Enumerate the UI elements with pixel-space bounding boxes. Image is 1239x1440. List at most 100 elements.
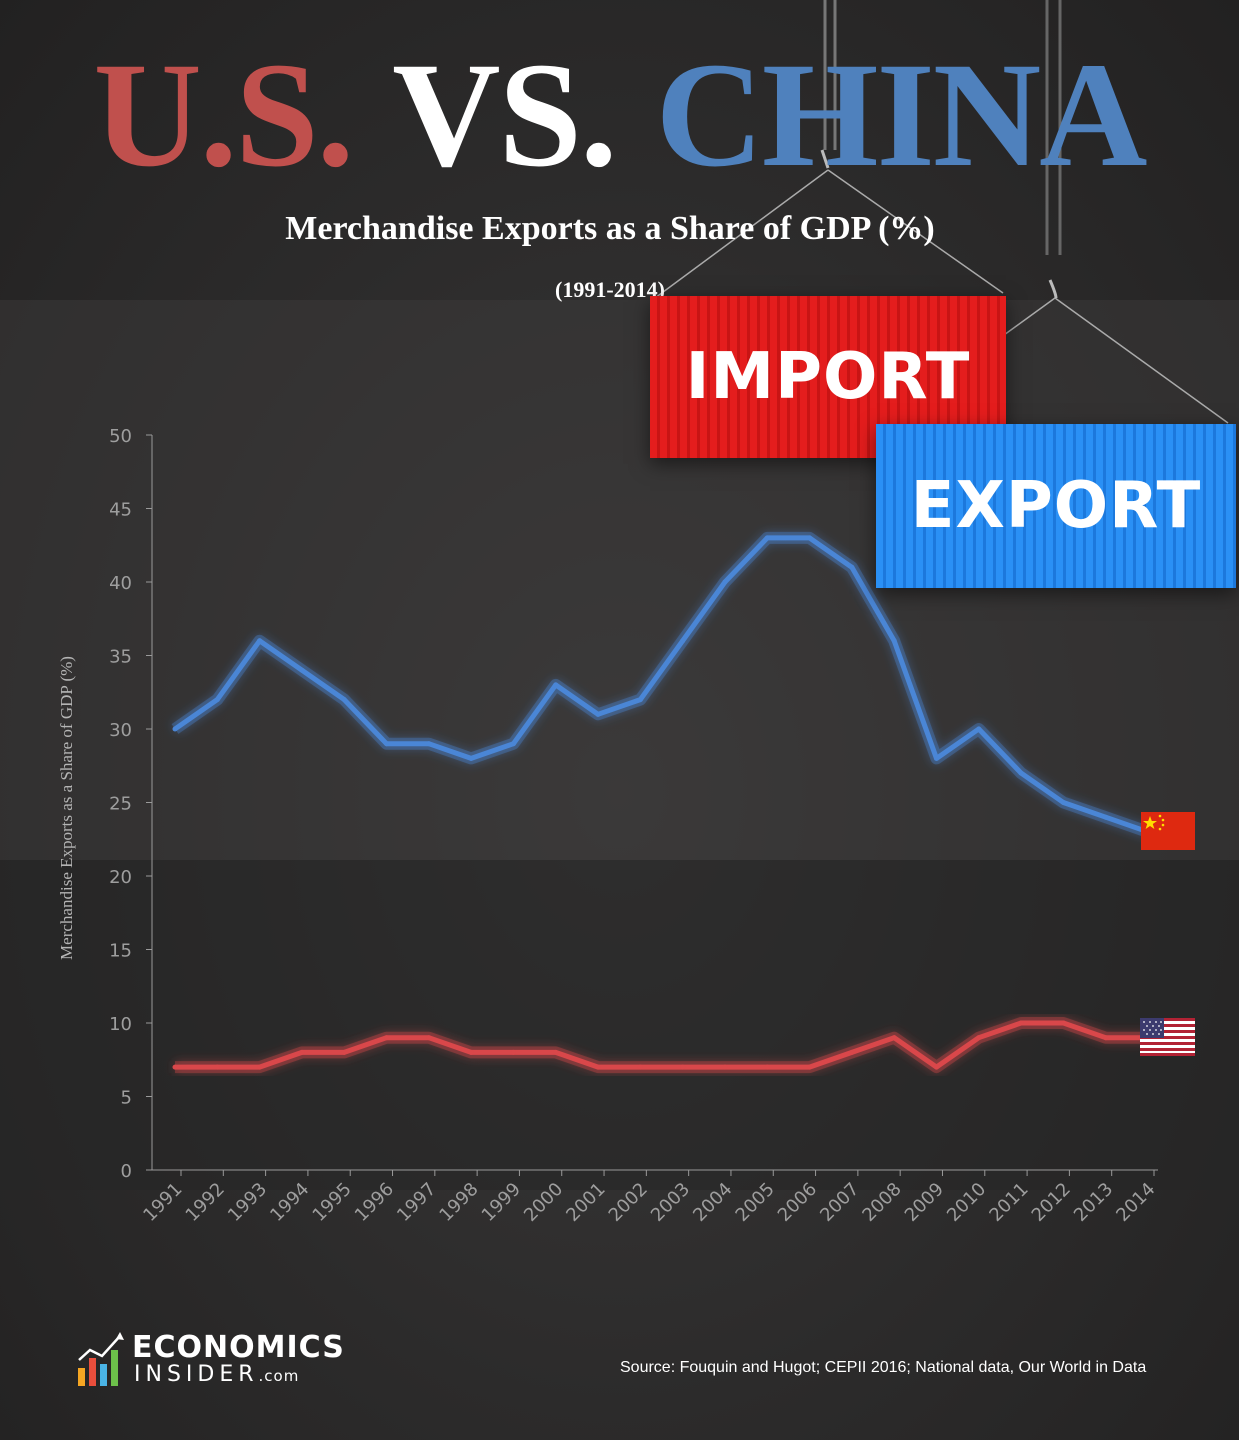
x-tick-label: 1991 — [139, 1179, 186, 1226]
x-tick-label: 2003 — [647, 1179, 694, 1226]
x-tick-label: 2001 — [562, 1179, 609, 1226]
bar-chart-logo-icon — [78, 1332, 124, 1386]
y-tick-label: 15 — [109, 941, 132, 962]
us-data-point — [1103, 1035, 1109, 1041]
us-data-point — [933, 1064, 939, 1070]
x-tick-label: 2000 — [520, 1179, 567, 1226]
x-tick-label: 2005 — [732, 1179, 779, 1226]
china-data-point — [172, 726, 178, 732]
y-tick-label: 0 — [121, 1161, 132, 1182]
us-data-point — [299, 1049, 305, 1055]
china-data-point — [553, 682, 559, 688]
china-data-point — [426, 741, 432, 747]
china-data-point — [341, 697, 347, 703]
x-tick-label: 1996 — [351, 1179, 398, 1226]
x-tick-label: 2008 — [858, 1179, 905, 1226]
x-tick-label: 1995 — [309, 1179, 356, 1226]
us-data-point — [849, 1049, 855, 1055]
x-tick-label: 2006 — [774, 1179, 821, 1226]
y-tick-label: 5 — [121, 1088, 132, 1109]
us-data-point — [807, 1064, 813, 1070]
us-data-point — [341, 1049, 347, 1055]
china-data-point — [1103, 814, 1109, 820]
china-data-point — [680, 638, 686, 644]
x-tick-label: 2002 — [605, 1179, 652, 1226]
us-data-point — [426, 1035, 432, 1041]
china-data-point — [849, 564, 855, 570]
china-data-point — [764, 535, 770, 541]
china-data-point — [468, 755, 474, 761]
us-data-point — [680, 1064, 686, 1070]
us-data-point — [257, 1064, 263, 1070]
x-tick-label: 2004 — [689, 1179, 736, 1226]
china-data-point — [257, 638, 263, 644]
china-data-point — [1018, 770, 1024, 776]
china-data-point — [807, 535, 813, 541]
x-tick-label: 1992 — [182, 1179, 229, 1226]
us-data-point — [214, 1064, 220, 1070]
china-data-point — [722, 579, 728, 585]
x-tick-label: 2014 — [1112, 1179, 1159, 1226]
us-data-point — [722, 1064, 728, 1070]
x-tick-label: 1993 — [224, 1179, 271, 1226]
china-data-point — [384, 741, 390, 747]
y-tick-label: 35 — [109, 647, 132, 668]
x-tick-label: 2009 — [901, 1179, 948, 1226]
china-data-point — [510, 741, 516, 747]
y-tick-label: 10 — [109, 1014, 132, 1035]
logo-dotcom: .com — [258, 1367, 300, 1385]
china-data-point — [637, 697, 643, 703]
title-us: U.S. — [93, 32, 354, 198]
y-tick-label: 20 — [109, 867, 132, 888]
us-data-point — [891, 1035, 897, 1041]
china-data-point — [1060, 800, 1066, 805]
logo-wordmark-bottom: INSIDER.com — [134, 1362, 299, 1387]
source-note: Source: Fouquin and Hugot; CEPII 2016; N… — [620, 1359, 1147, 1376]
us-data-point — [553, 1049, 559, 1055]
x-tick-label: 1994 — [266, 1179, 313, 1226]
china-data-point — [933, 755, 939, 761]
us-data-point — [764, 1064, 770, 1070]
chart-subtitle: Merchandise Exports as a Share of GDP (%… — [285, 210, 935, 247]
china-flag-icon — [1141, 812, 1195, 850]
logo-insider: INSIDER — [134, 1362, 259, 1387]
us-data-point — [468, 1049, 474, 1055]
title-vs: VS. — [392, 32, 617, 198]
y-tick-label: 40 — [109, 573, 132, 594]
us-series-line — [175, 1020, 1148, 1070]
us-data-point — [1018, 1020, 1024, 1026]
y-axis-title: Merchandise Exports as a Share of GDP (%… — [57, 656, 76, 960]
y-tick-label: 30 — [109, 720, 132, 741]
china-data-point — [595, 711, 601, 717]
us-data-point — [1060, 1020, 1066, 1026]
title-china: CHINA — [655, 32, 1147, 198]
x-tick-label: 1997 — [393, 1179, 440, 1226]
us-data-point — [976, 1035, 982, 1041]
china-data-point — [976, 726, 982, 732]
main-title: U.S. VS. CHINA — [0, 40, 1239, 190]
us-data-point — [637, 1064, 643, 1070]
us-data-point — [384, 1035, 390, 1041]
year-range: (1991-2014) — [555, 277, 665, 302]
export-container-graphic: EXPORT — [876, 424, 1236, 588]
y-tick-label: 45 — [109, 500, 132, 521]
x-tick-label: 1998 — [435, 1179, 482, 1226]
y-tick-label: 50 — [109, 426, 132, 447]
china-series-line — [173, 535, 1149, 835]
us-flag-icon — [1140, 1018, 1195, 1056]
y-tick-label: 25 — [109, 794, 132, 815]
x-tick-label: 1999 — [478, 1179, 525, 1226]
china-data-point — [214, 697, 220, 703]
x-tick-label: 2012 — [1028, 1179, 1075, 1226]
us-data-point — [510, 1049, 516, 1055]
x-tick-label: 2011 — [985, 1179, 1032, 1226]
economics-insider-logo: ECONOMICS INSIDER.com — [76, 1330, 356, 1394]
x-tick-label: 2007 — [816, 1179, 863, 1226]
us-data-point — [172, 1064, 178, 1070]
x-tick-label: 2010 — [943, 1179, 990, 1226]
china-data-point — [299, 667, 305, 673]
us-data-point — [595, 1064, 601, 1070]
x-tick-label: 2013 — [1070, 1179, 1117, 1226]
china-data-point — [891, 638, 897, 644]
